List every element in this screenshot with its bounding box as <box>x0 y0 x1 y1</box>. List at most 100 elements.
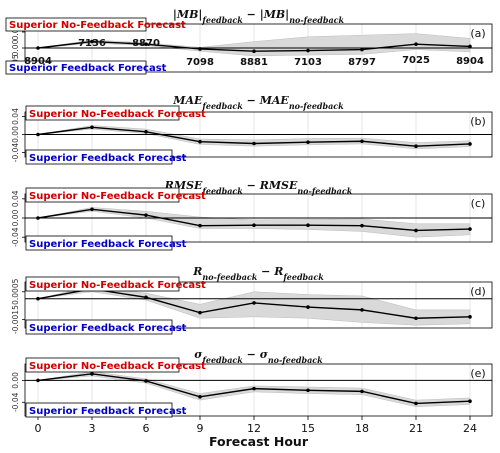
panel-title: σfeedback − σno-feedback <box>194 348 323 365</box>
y-tick-label: 0.00 <box>11 372 20 389</box>
feedback-label: Superior Feedback Forecast <box>29 406 187 417</box>
data-point <box>198 47 202 51</box>
title-subscript-2: no-feedback <box>297 186 352 196</box>
data-point <box>252 141 256 146</box>
y-tick-label: 0.04 <box>11 108 20 125</box>
x-axis-label: Forecast Hour <box>209 434 309 449</box>
panel-label: (a) <box>470 27 485 40</box>
panel-c: RMSEfeedback − RMSEno-feedback-0.040.000… <box>11 179 493 251</box>
data-point <box>90 39 94 44</box>
data-point <box>36 378 40 383</box>
data-point <box>468 399 472 404</box>
panel-b: MAEfeedback − MAEno-feedback-0.040.000.0… <box>11 94 493 165</box>
y-tick-label: 0.00 <box>11 209 20 226</box>
title-operator: − <box>257 265 274 278</box>
sample-count: 8904 <box>456 56 484 67</box>
data-point <box>36 296 40 301</box>
y-tick-label: 0.0005 <box>11 278 20 304</box>
x-tick-label: 18 <box>355 422 369 435</box>
data-point <box>414 144 418 148</box>
x-tick-label: 21 <box>409 422 423 435</box>
title-subscript-1: no-feedback <box>202 272 257 282</box>
panel-label: (e) <box>470 367 485 380</box>
data-point <box>468 142 472 146</box>
title-term-2: σ <box>260 348 269 361</box>
panel-label: (b) <box>470 115 486 128</box>
feedback-label-box <box>25 319 173 335</box>
panel-title: |MB|feedback − |MB|no-feedback <box>173 8 345 25</box>
data-point <box>90 372 94 376</box>
x-tick-label: 9 <box>197 422 204 435</box>
data-point <box>144 213 148 217</box>
data-point <box>36 46 40 50</box>
data-point <box>252 301 256 305</box>
no-feedback-label: Superior No-Feedback Forecast <box>29 361 206 372</box>
no-feedback-label: Superior No-Feedback Forecast <box>29 191 206 202</box>
no-feedback-label-box <box>25 276 180 292</box>
feedback-label-box <box>25 149 173 165</box>
data-point <box>306 388 310 393</box>
data-point <box>414 228 418 233</box>
data-point <box>414 42 418 46</box>
title-subscript-2: feedback <box>282 272 324 282</box>
panel-frame <box>24 281 493 329</box>
title-term-1: R <box>192 265 202 278</box>
y-tick-label: 0.05 <box>11 23 20 40</box>
data-point <box>90 125 94 130</box>
title-subscript-2: no-feedback <box>289 101 344 111</box>
sample-count: 7103 <box>294 57 322 68</box>
data-point <box>144 295 148 300</box>
data-point <box>198 139 202 144</box>
panel-label: (c) <box>471 197 486 210</box>
title-term-2: |MB| <box>260 8 289 21</box>
data-point <box>468 315 472 319</box>
no-feedback-label: Superior No-Feedback Forecast <box>29 109 206 120</box>
data-point <box>306 223 310 227</box>
title-subscript-1: feedback <box>201 101 243 111</box>
feedback-label: Superior Feedback Forecast <box>9 63 167 74</box>
title-subscript-1: feedback <box>201 355 243 365</box>
sample-count: 8881 <box>240 57 268 68</box>
data-point <box>414 316 418 321</box>
data-point <box>306 140 310 144</box>
x-tick-label: 12 <box>247 422 261 435</box>
title-operator: − <box>243 348 260 361</box>
title-subscript-1: feedback <box>201 186 243 196</box>
feedback-label: Superior Feedback Forecast <box>29 323 187 334</box>
sample-count: 8904 <box>24 56 52 67</box>
panel-e: σfeedback − σno-feedback-0.040.00 (e)Supe… <box>11 348 493 418</box>
panel-label: (d) <box>470 285 486 298</box>
feedback-label: Superior Feedback Forecast <box>29 153 187 164</box>
title-operator: − <box>243 179 260 192</box>
panel-title: MAEfeedback − MAEno-feedback <box>172 94 344 111</box>
data-point <box>306 48 310 53</box>
panel-title: Rno-feedback − Rfeedback <box>192 265 324 282</box>
no-feedback-label-box <box>25 105 180 121</box>
x-tick-label: 6 <box>143 422 150 435</box>
data-point <box>36 132 40 137</box>
feedback-label-box <box>25 402 173 418</box>
title-term-1: MAE <box>172 94 203 107</box>
x-axis: 0 3 6 9 12 15 18 21 24 Forecast Hour <box>35 416 477 449</box>
y-tick-label: 0.04 <box>11 190 20 207</box>
no-feedback-label-box <box>25 357 180 373</box>
data-point <box>144 130 148 134</box>
y-tick-label: -0.0015 <box>11 305 20 334</box>
data-point <box>144 42 148 46</box>
title-operator: − <box>243 8 260 21</box>
title-subscript-2: no-feedback <box>289 15 344 25</box>
sample-count: 7136 <box>78 38 106 49</box>
data-point <box>198 395 202 399</box>
sample-count: 7098 <box>186 57 214 68</box>
data-point <box>360 308 364 312</box>
data-point <box>252 49 256 53</box>
feedback-label-box <box>5 60 147 75</box>
data-point <box>144 379 148 383</box>
x-tick-label: 15 <box>301 422 315 435</box>
title-subscript-1: feedback <box>201 15 243 25</box>
data-point <box>198 223 202 228</box>
sample-count: 8797 <box>348 57 376 68</box>
feedback-label-box <box>25 235 173 251</box>
